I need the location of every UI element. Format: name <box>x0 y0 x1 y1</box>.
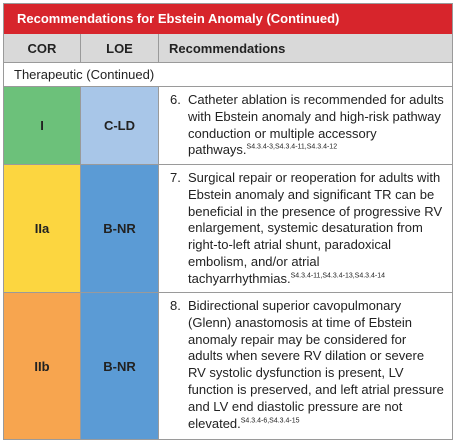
header-recommendations: Recommendations <box>159 34 452 63</box>
reference-citations: S4.3.4-11,S4.3.4-13,S4.3.4-14 <box>290 272 386 280</box>
recommendation-number: 7. <box>170 170 181 185</box>
table-row: IIa B-NR 7. Surgical repair or reoperati… <box>4 165 452 293</box>
recommendation-cell: 6. Catheter ablation is recommended for … <box>159 87 452 164</box>
header-cor: COR <box>4 34 81 63</box>
cor-cell: IIb <box>4 293 81 439</box>
table-row: I C-LD 6. Catheter ablation is recommend… <box>4 87 452 165</box>
cor-cell: I <box>4 87 81 164</box>
recommendation-text: Surgical repair or reoperation for adult… <box>188 170 443 286</box>
table-row: IIb B-NR 8. Bidirectional superior cavop… <box>4 293 452 439</box>
loe-cell: B-NR <box>81 293 159 439</box>
recommendation-cell: 8. Bidirectional superior cavopulmonary … <box>159 293 452 439</box>
reference-citations: S4.3.4-6,S4.3.4-15 <box>240 417 300 425</box>
recommendation-number: 6. <box>170 92 181 107</box>
header-loe: LOE <box>81 34 159 63</box>
reference-citations: S4.3.4-3,S4.3.4-11,S4.3.4-12 <box>246 144 338 152</box>
section-label: Therapeutic (Continued) <box>4 63 452 87</box>
recommendation-cell: 7. Surgical repair or reoperation for ad… <box>159 165 452 292</box>
cor-cell: IIa <box>4 165 81 292</box>
loe-cell: C-LD <box>81 87 159 164</box>
table-title: Recommendations for Ebstein Anomaly (Con… <box>4 4 452 34</box>
loe-cell: B-NR <box>81 165 159 292</box>
recommendation-text: Bidirectional superior cavopulmonary (Gl… <box>188 298 444 431</box>
recommendations-table: Recommendations for Ebstein Anomaly (Con… <box>3 3 453 440</box>
recommendation-number: 8. <box>170 298 181 313</box>
recommendation-text: Catheter ablation is recommended for adu… <box>188 92 444 158</box>
